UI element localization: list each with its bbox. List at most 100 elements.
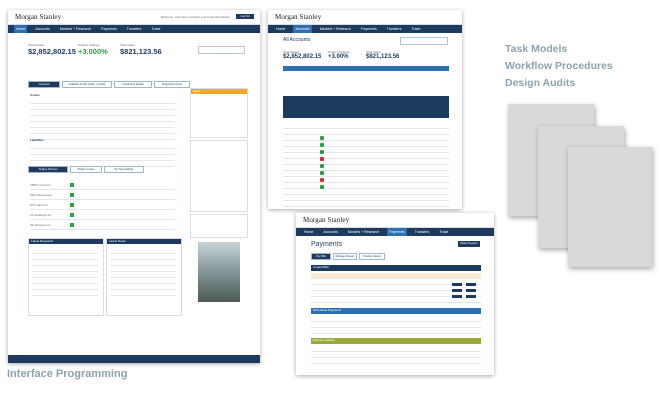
unpaid-bills-table (311, 273, 481, 303)
logout-button[interactable]: Log Out (236, 14, 254, 19)
tab-todays-losers[interactable]: Today's Losers (70, 166, 102, 173)
tab-payments[interactable]: Payments (361, 27, 377, 31)
logo: Morgan Stanley (303, 216, 350, 224)
liabilities-table (30, 143, 175, 167)
tab-transfers[interactable]: Transfers (414, 230, 430, 234)
stat-label: Today's Change (328, 50, 350, 54)
ticker-gain-icon (70, 182, 74, 187)
ticker-name: ATT Labs Inc (30, 202, 48, 207)
stat-value: +3.00% (328, 54, 349, 60)
stat-total-assets: Total Assets $2,852,802.15 (28, 43, 76, 56)
promo-image[interactable] (198, 242, 240, 302)
caption-workflow-procedures: Workflow Procedures (505, 60, 613, 72)
row-action-button[interactable] (466, 289, 476, 292)
scheduled-payments-bar: Scheduled Payments (311, 308, 481, 314)
status-icon (320, 164, 324, 168)
list-item[interactable]: CBEX Corp Inc (30, 180, 175, 190)
tab-home[interactable]: Home (14, 25, 28, 33)
stat-label: Total Value (120, 43, 135, 47)
caption-interface-programming: Interface Programming (7, 368, 128, 380)
tab-trade[interactable]: Trade (439, 230, 449, 234)
tab-accounts[interactable]: Accounts (293, 25, 312, 33)
holdings-table (283, 123, 449, 209)
subtab-pay-bills[interactable]: Pay Bills (311, 253, 331, 260)
tab-my-top-holdings[interactable]: My Top Holdings (104, 166, 144, 173)
tab-transfers[interactable]: Transfers (126, 27, 142, 31)
status-icon (320, 185, 324, 189)
header-links[interactable]: Welcome, Username Contact your Financial… (160, 15, 230, 19)
tab-accounts[interactable]: Accounts (35, 27, 50, 31)
tab-payments[interactable]: Payments (387, 228, 407, 236)
subtab-transfer-history[interactable]: Transfer History (359, 253, 385, 260)
status-icon (320, 178, 324, 182)
row-action-button[interactable] (452, 295, 462, 298)
status-icon (320, 150, 324, 154)
tab-payments[interactable]: Payments (101, 27, 117, 31)
row-action-button[interactable] (466, 295, 476, 298)
tab-transfers[interactable]: Transfers (386, 27, 402, 31)
subtab-overview[interactable]: Overview (28, 81, 60, 88)
news-heading: Latest News (107, 239, 181, 244)
header: Morgan Stanley Welcome, Username Contact… (8, 10, 260, 25)
tab-markets-research[interactable]: Markets + Research (319, 27, 352, 31)
tab-markets-research[interactable]: Markets + Research (59, 27, 92, 31)
ticker-name: MFG Resources (30, 192, 52, 197)
quick-access-select[interactable] (198, 46, 245, 54)
payment-history-table (311, 346, 481, 364)
list-item[interactable]: MFG Resources (30, 190, 175, 200)
account-select[interactable] (400, 37, 448, 45)
account-title: All Accounts (283, 37, 311, 43)
scheduled-payments-table (311, 316, 481, 334)
stat-todays-change: Today's Change +3.000% (78, 43, 108, 56)
screenshot-payments: Morgan Stanley Home Accounts Markets + R… (296, 213, 494, 375)
list-item[interactable]: ATT Labs Inc (30, 200, 175, 210)
tab-home[interactable]: Home (276, 27, 286, 31)
account-tab-strip (283, 66, 449, 71)
status-icon (320, 143, 324, 147)
payments-subtabs: Pay Bills Manage Payees Transfer History (311, 253, 385, 260)
subtab-available-funds[interactable]: Available Funds (Cash + Credit) (62, 81, 112, 88)
footer-ticker-bar (8, 355, 260, 363)
list-item[interactable]: KO Holdings Inc (30, 210, 175, 220)
status-icon (320, 171, 324, 175)
overview-subtabs: Overview Available Funds (Cash + Credit)… (28, 81, 190, 88)
logo: Morgan Stanley (275, 13, 322, 21)
row-action-button[interactable] (452, 283, 462, 286)
tab-trade[interactable]: Trade (151, 27, 161, 31)
header: Morgan Stanley (268, 10, 462, 25)
tab-markets-research[interactable]: Markets + Research (347, 230, 380, 234)
subtab-manage-payees[interactable]: Manage Payees (333, 253, 357, 260)
subtab-projected-income[interactable]: Projected Income (154, 81, 190, 88)
screenshot-home-dashboard: Morgan Stanley Welcome, Username Contact… (8, 10, 260, 363)
main-nav: Home Accounts Markets + Research Payment… (268, 25, 462, 33)
market-subtabs: Today's Winners Today's Losers My Top Ho… (28, 166, 144, 173)
stat-total-value: Total Value $821,123.56 (120, 43, 162, 56)
ticker-name: KO Holdings Inc (30, 212, 52, 217)
screenshot-all-accounts: Morgan Stanley Home Accounts Markets + R… (268, 10, 462, 209)
side-panel (190, 140, 248, 212)
stat-value: $821,123.56 (120, 47, 162, 56)
stat-value: $2,852,802.15 (283, 54, 322, 60)
stat-value: $2,852,802.15 (28, 47, 76, 56)
payment-history-bar: Payment History (311, 338, 481, 344)
tab-accounts[interactable]: Accounts (323, 230, 338, 234)
main-nav: Home Accounts Markets + Research Payment… (8, 25, 260, 33)
row-action-button[interactable] (452, 289, 462, 292)
stat-todays-change: Today's Change +3.00% (328, 50, 349, 60)
stat-total-assets: Total Assets $2,852,802.15 (283, 50, 321, 60)
tab-trade[interactable]: Trade (411, 27, 421, 31)
stat-label: Total Value (366, 50, 381, 54)
status-icon (320, 136, 324, 140)
tab-home[interactable]: Home (304, 230, 314, 234)
logo: Morgan Stanley (15, 13, 62, 21)
subtab-investment-details[interactable]: Investment Details (114, 81, 152, 88)
row-action-button[interactable] (466, 283, 476, 286)
news-list (110, 248, 176, 296)
status-icon (320, 157, 324, 161)
tab-todays-winners[interactable]: Today's Winners (28, 166, 68, 173)
contact-panel (190, 214, 248, 238)
payments-title: Payments (311, 241, 343, 248)
list-item[interactable]: UF Express Inc (30, 220, 175, 230)
stat-total-value: Total Value $821,123.56 (366, 50, 399, 60)
make-payment-button[interactable]: Make Payment (458, 241, 480, 247)
